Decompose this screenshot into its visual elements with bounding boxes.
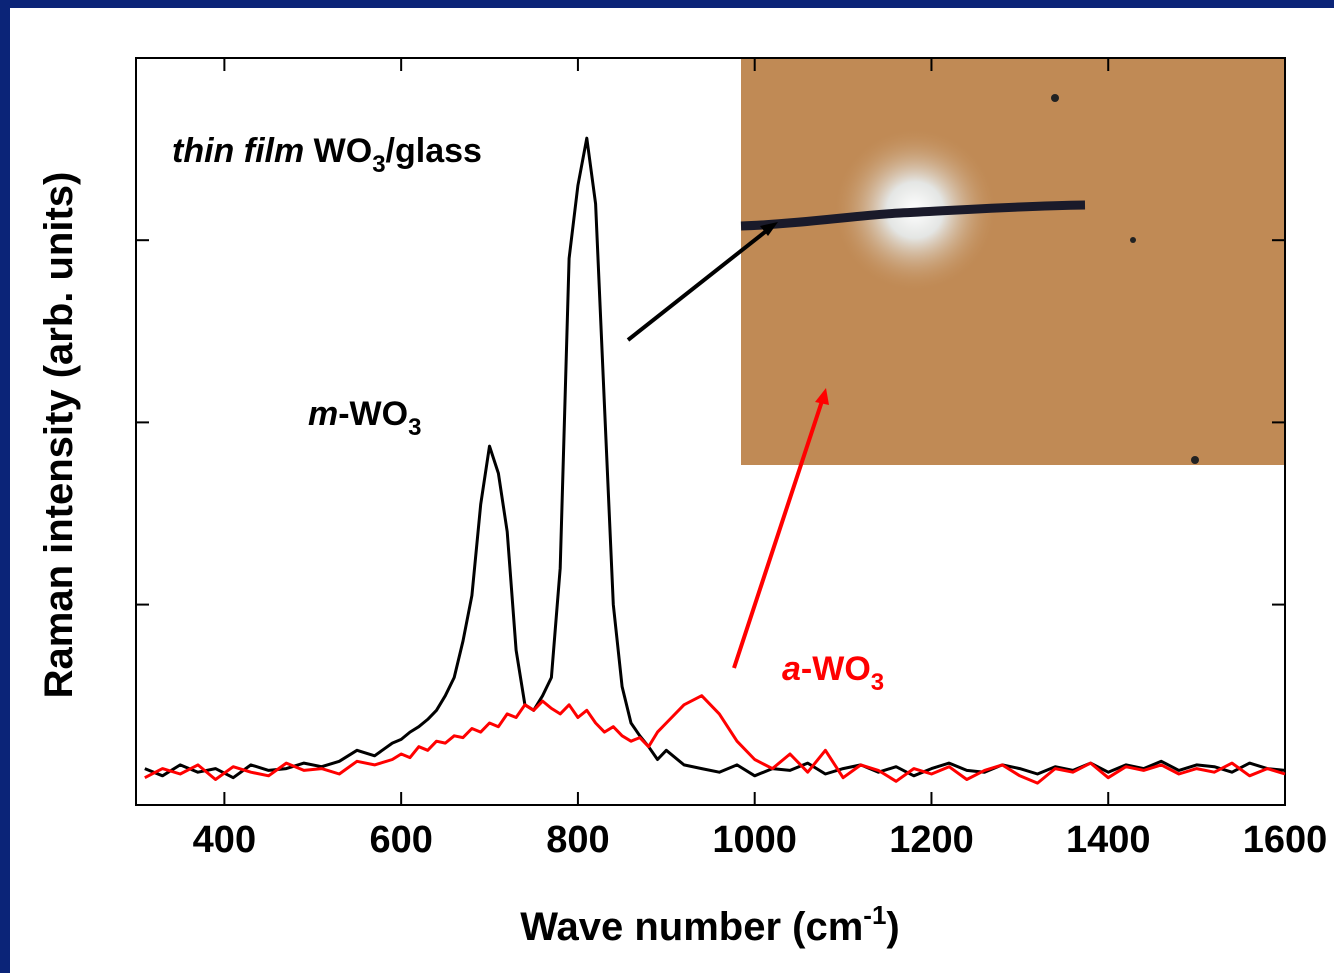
inset-photo <box>740 58 1285 465</box>
annotation-italic: m <box>308 395 338 433</box>
annotation-italic: thin film <box>172 132 304 170</box>
dot <box>1130 237 1136 243</box>
annotation: a-WO3 <box>782 650 884 696</box>
annotation-italic: a <box>782 650 801 688</box>
annotation-text: WO <box>304 132 372 170</box>
dot <box>1191 456 1199 464</box>
crack <box>740 200 1086 231</box>
arrow <box>626 226 772 342</box>
annotation-sub: 3 <box>372 151 385 178</box>
annotation-text: -WO <box>338 395 408 433</box>
x-axis-title: Wave number (cm-1) <box>520 900 900 949</box>
x-tick-label: 800 <box>546 819 609 861</box>
annotation-text: -WO <box>801 650 871 688</box>
x-title-end: ) <box>886 905 899 949</box>
x-tick-label: 1600 <box>1243 819 1328 861</box>
x-tick-label: 1200 <box>889 819 974 861</box>
photo-bg <box>741 58 1285 465</box>
x-tick-label: 1000 <box>712 819 797 861</box>
annotation-sub: 3 <box>871 669 884 696</box>
y-axis-title: Raman intensity (arb. units) <box>37 172 81 699</box>
annotation-sub: 3 <box>408 414 421 441</box>
plot-frame <box>135 57 1286 806</box>
arrowhead <box>815 388 829 405</box>
arrow <box>732 397 825 669</box>
series-line <box>144 694 1286 785</box>
x-tick-label: 400 <box>193 819 256 861</box>
arrowhead <box>760 222 778 236</box>
series-line <box>144 136 1286 780</box>
annotation-after: /glass <box>386 132 482 170</box>
annotation: m-WO3 <box>308 395 421 441</box>
x-tick-label: 600 <box>369 819 432 861</box>
annotation: thin film WO3/glass <box>172 132 482 178</box>
x-title-main: Wave number (cm <box>520 905 863 949</box>
dot <box>1051 94 1059 102</box>
x-tick-label: 1400 <box>1066 819 1151 861</box>
x-title-sup: -1 <box>863 900 886 930</box>
